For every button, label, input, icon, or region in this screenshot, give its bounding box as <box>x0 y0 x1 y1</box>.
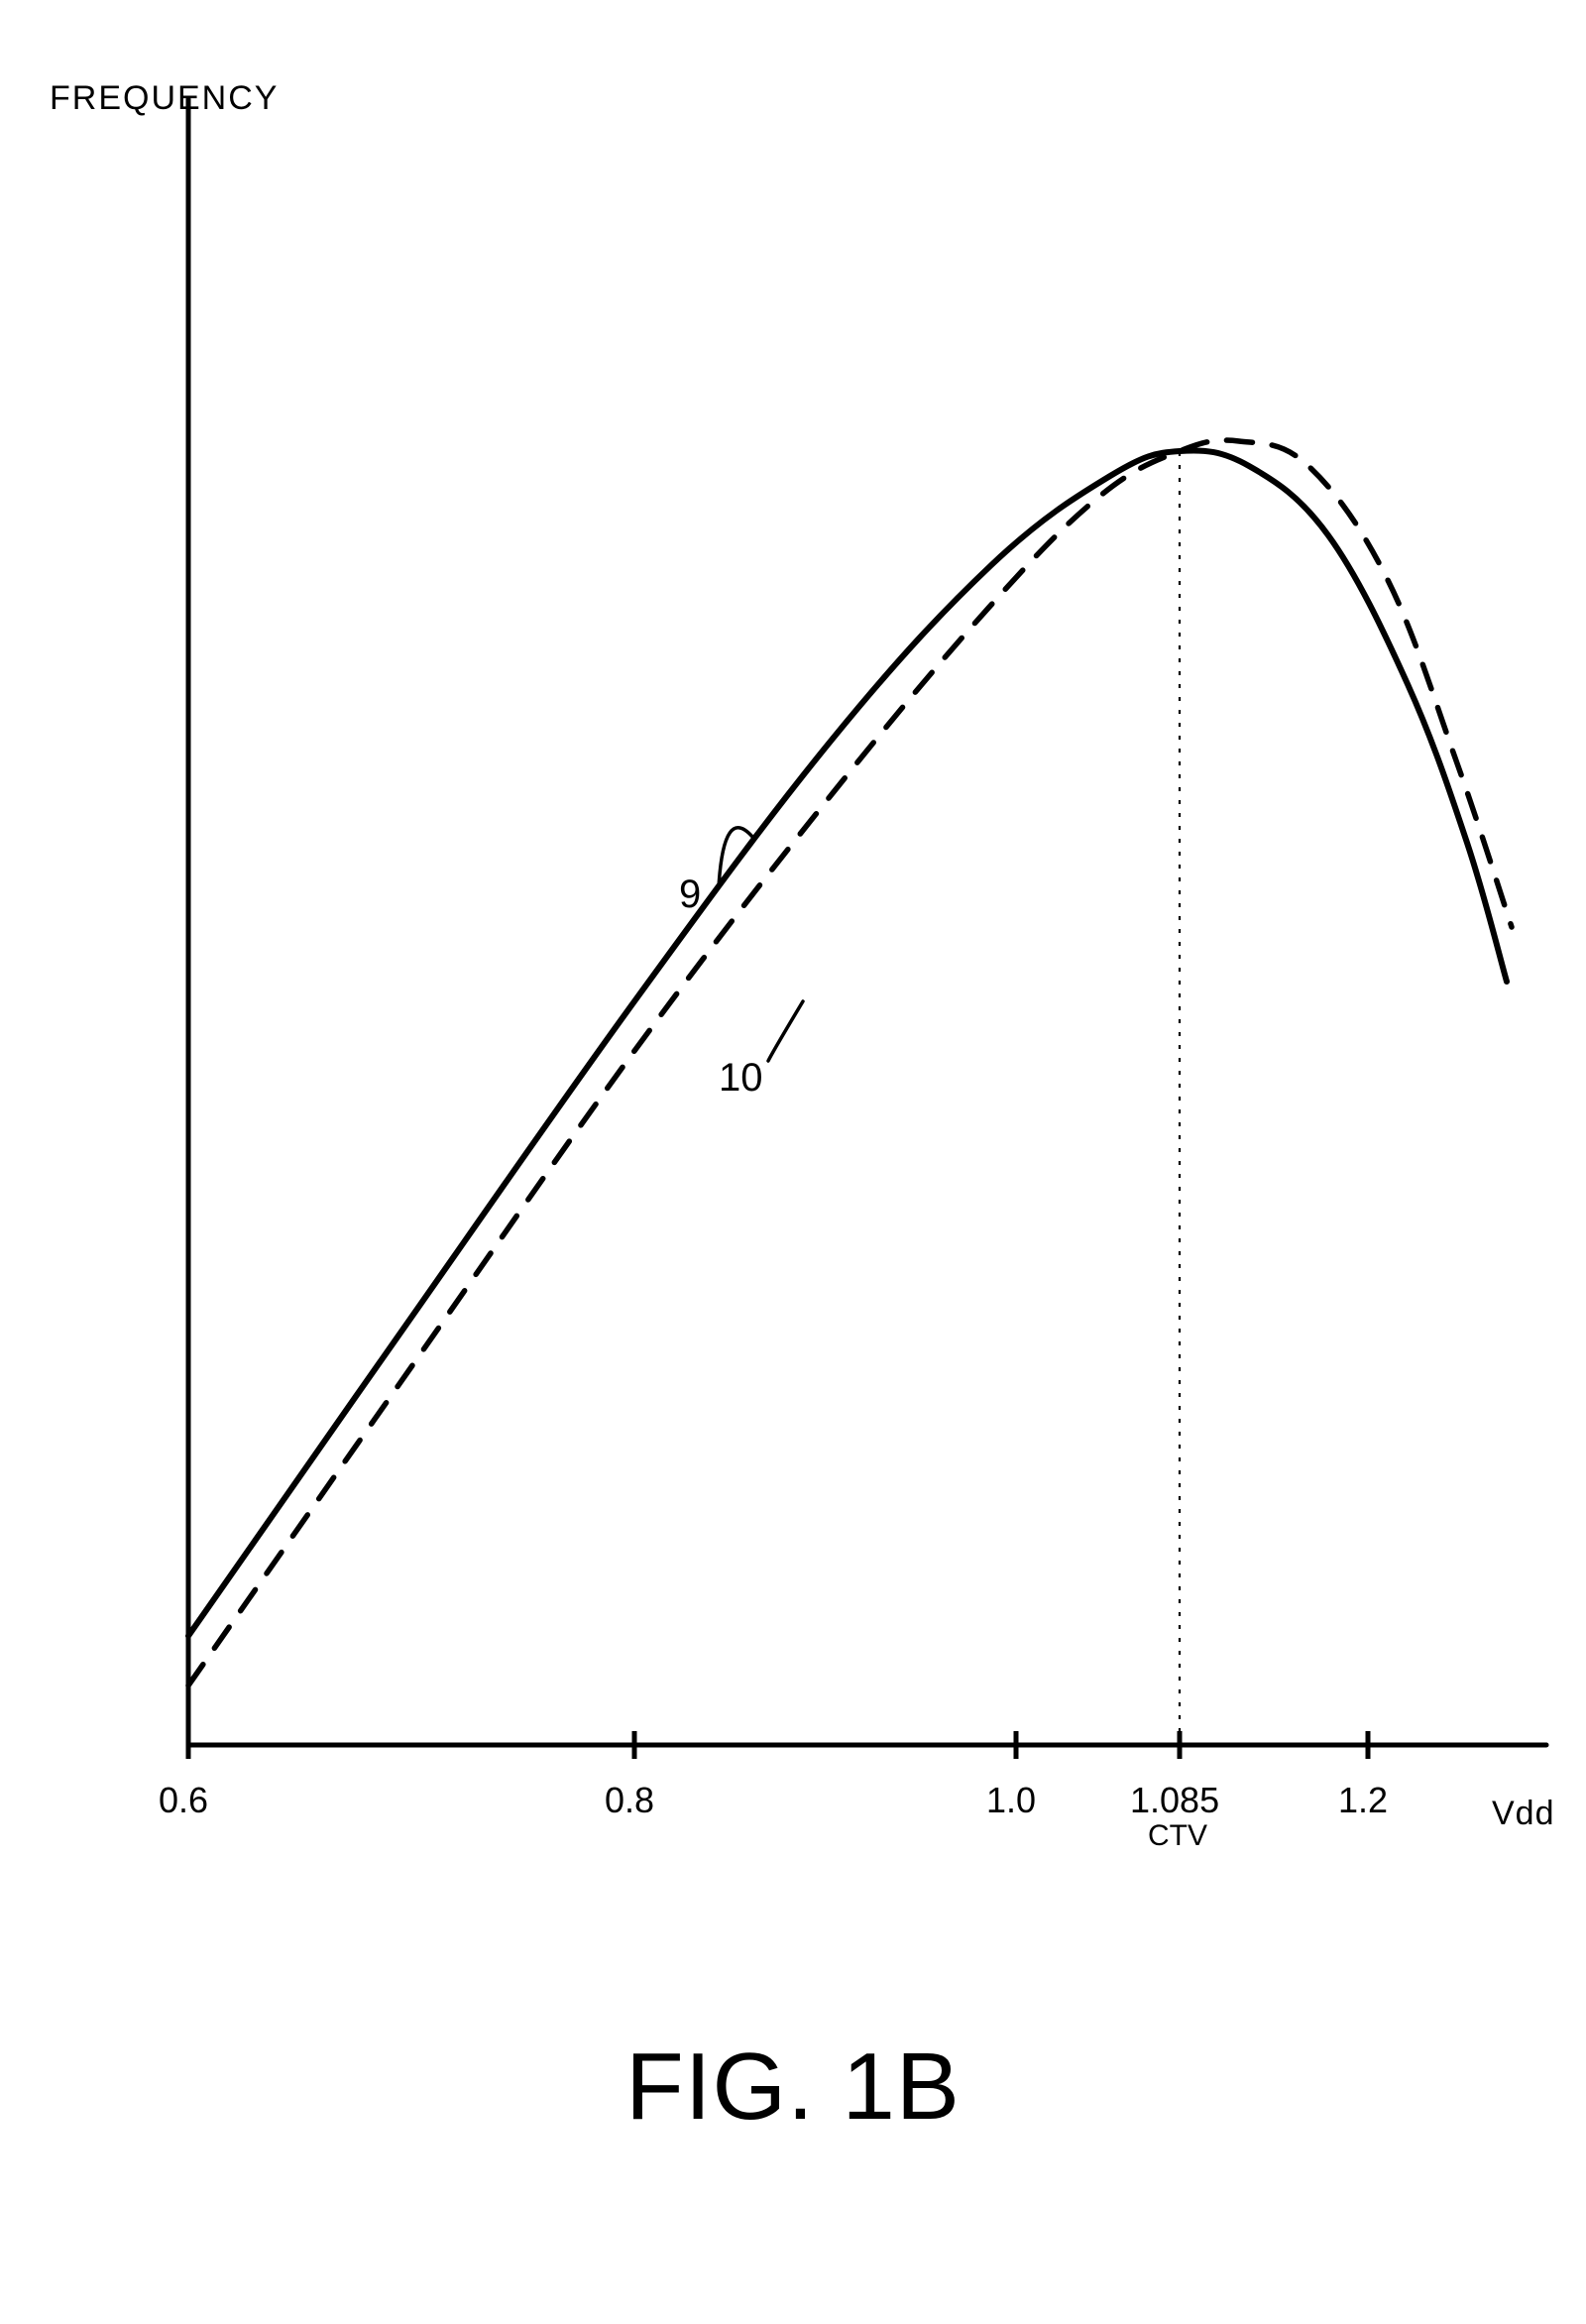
callout-label-9: 9 <box>679 872 701 917</box>
callout-label-10: 10 <box>719 1056 763 1101</box>
figure-caption: FIG. 1B <box>0 2033 1586 2142</box>
x-tick-label: 0.6 <box>159 1780 208 1821</box>
y-axis-label: FREQUENCY <box>50 79 279 118</box>
series-10 <box>188 440 1512 1685</box>
x-tick-label: 0.8 <box>605 1780 654 1821</box>
ctv-label: CTV <box>1148 1819 1207 1853</box>
x-tick-label: 1.085 <box>1130 1780 1219 1821</box>
callout-leader-10 <box>768 1001 803 1061</box>
x-tick-label: 1.0 <box>986 1780 1036 1821</box>
x-axis-unit-label: Vdd <box>1492 1795 1555 1833</box>
series-9 <box>188 450 1507 1636</box>
page: FREQUENCY Vdd 0.6 0.8 1.0 1.085CTV 1.2 9 10 F… <box>0 0 1586 2324</box>
x-tick-label: 1.2 <box>1338 1780 1388 1821</box>
chart-canvas <box>0 0 1586 2324</box>
